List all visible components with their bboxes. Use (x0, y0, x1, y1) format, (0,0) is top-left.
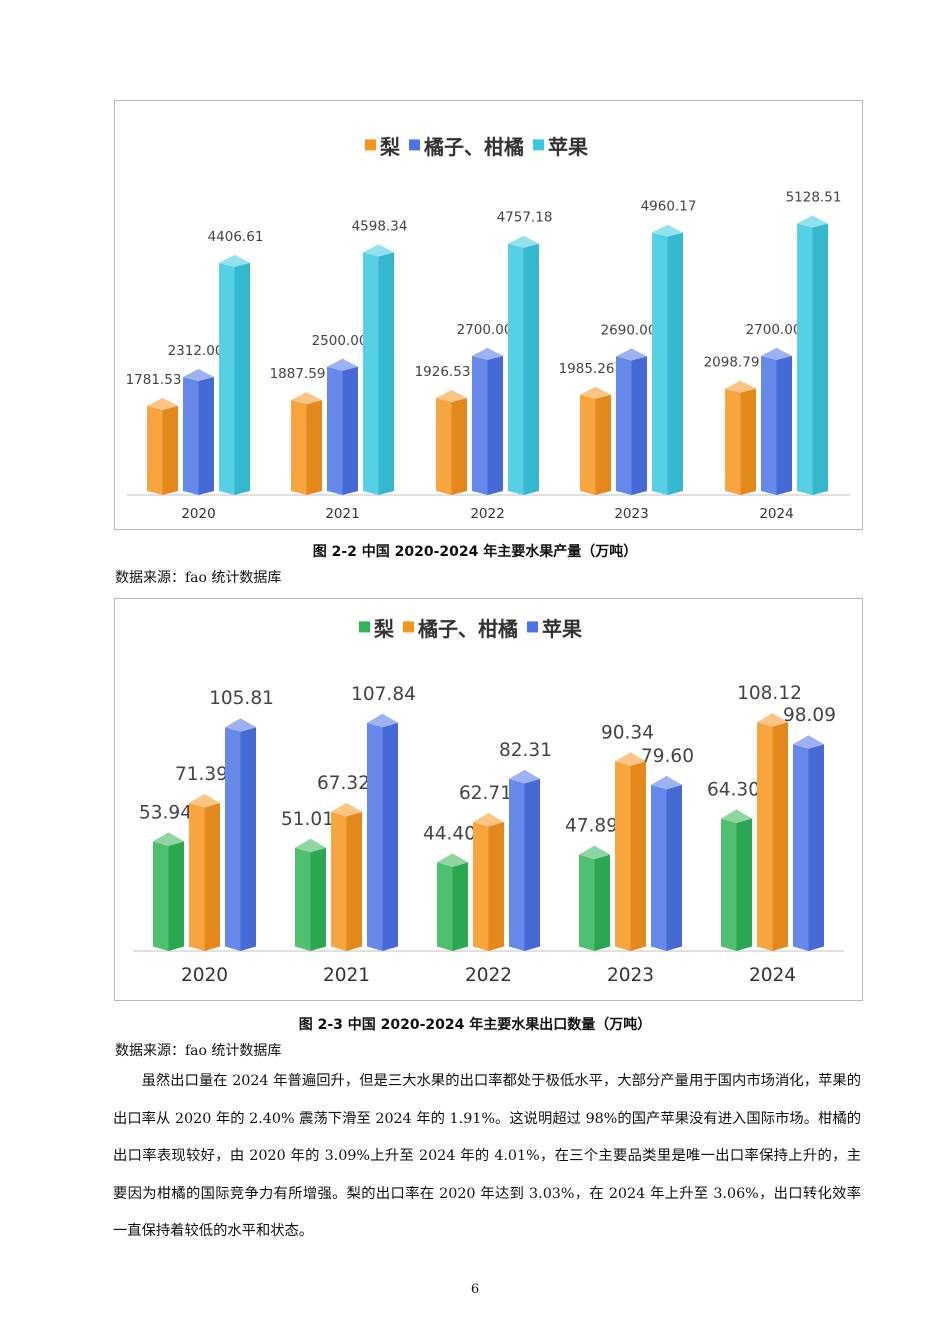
bar (225, 718, 256, 951)
legend-label: 橘子、柑橘 (424, 135, 524, 159)
data-label: 4757.18 (497, 210, 553, 226)
page-number: 6 (470, 1282, 480, 1297)
bar (509, 769, 540, 951)
data-label: 1781.53 (126, 372, 182, 388)
data-label: 82.31 (499, 740, 552, 761)
legend-label: 梨 (374, 617, 395, 641)
bar (652, 224, 683, 496)
x-tick-label: 2020 (181, 506, 215, 522)
bar (472, 347, 503, 495)
data-label: 108.12 (737, 683, 802, 704)
bar (183, 368, 214, 495)
x-tick-label: 2023 (607, 965, 654, 986)
data-label: 44.40 (423, 823, 476, 844)
x-tick-label: 2022 (465, 965, 512, 986)
data-label: 98.09 (783, 705, 836, 726)
data-label: 64.30 (707, 780, 760, 801)
legend: 梨橘子、柑橘 苹果 (365, 135, 588, 159)
data-label: 1985.26 (559, 361, 615, 377)
bar (327, 358, 358, 495)
bar (291, 392, 322, 495)
data-label: 107.84 (351, 684, 416, 705)
bar (651, 775, 682, 951)
chart-export: 梨橘子、柑橘 苹果 53.94 71.39 105.81 2020 51.01 67.32 10… (114, 598, 863, 1001)
chart-production: 梨橘子、柑橘 苹果 1781.53 2312.00 4406.61 2020 1887.59… (114, 100, 863, 530)
legend-label: 梨 (380, 135, 401, 159)
data-label: 79.60 (641, 746, 694, 767)
data-label: 71.39 (175, 764, 228, 785)
bar (721, 809, 752, 951)
bar (615, 752, 646, 951)
x-tick-label: 2023 (614, 506, 648, 522)
bar (295, 838, 326, 951)
bar (508, 235, 539, 495)
data-label: 67.32 (317, 773, 370, 794)
legend-swatch (409, 139, 420, 151)
bar (153, 832, 184, 951)
data-label: 53.94 (139, 802, 192, 823)
data-label: 2098.79 (704, 355, 760, 371)
bar (580, 386, 611, 495)
bar (725, 380, 756, 495)
x-tick-label: 2021 (325, 506, 359, 522)
data-label: 2700.00 (746, 322, 802, 338)
body-paragraph: 虽然出口量在 2024 年普遍回升，但是三大水果的出口率都处于极低水平，大部分产… (113, 1073, 861, 1239)
data-label: 4406.61 (208, 229, 264, 245)
bar (331, 802, 362, 951)
legend-swatch (527, 621, 538, 633)
data-label: 51.01 (281, 809, 334, 830)
bar (219, 254, 250, 495)
bar (189, 793, 220, 951)
x-tick-label: 2024 (759, 506, 793, 522)
data-label: 62.71 (459, 783, 512, 804)
data-label: 47.89 (565, 816, 618, 837)
x-tick-label: 2022 (470, 506, 504, 522)
data-source-production: 数据来源：fao 统计数据库 (115, 570, 282, 586)
chart-export-svg: 梨橘子、柑橘 苹果 53.94 71.39 105.81 2020 51.01 67.32 10… (133, 617, 844, 986)
legend-swatch (403, 621, 414, 633)
legend-label: 苹果 (548, 135, 588, 159)
legend-label: 苹果 (542, 617, 582, 641)
chart-production-svg: 梨橘子、柑橘 苹果 1781.53 2312.00 4406.61 2020 1887.59… (126, 135, 850, 522)
legend: 梨橘子、柑橘 苹果 (359, 617, 582, 641)
data-label: 90.34 (601, 722, 654, 743)
figure-caption-production: 图 2-2 中国 2020-2024 年主要水果产量（万吨） (312, 544, 638, 560)
bar (147, 397, 178, 495)
legend-swatch (359, 621, 370, 633)
data-label: 105.81 (209, 688, 274, 709)
legend-swatch (533, 139, 544, 151)
x-tick-label: 2021 (323, 965, 370, 986)
bar (793, 735, 824, 951)
data-label: 4960.17 (641, 199, 697, 215)
bar (437, 853, 468, 951)
data-label: 5128.51 (786, 189, 842, 205)
x-tick-label: 2020 (181, 965, 228, 986)
x-tick-label: 2024 (749, 965, 796, 986)
legend-label: 橘子、柑橘 (418, 617, 518, 641)
data-label: 2312.00 (168, 343, 224, 359)
bar (761, 347, 792, 495)
bar (367, 713, 398, 951)
bar (473, 813, 504, 951)
figure-caption-export: 图 2-3 中国 2020-2024 年主要水果出口数量（万吨） (298, 1017, 652, 1033)
data-label: 2700.00 (457, 322, 513, 338)
data-label: 2690.00 (601, 322, 657, 338)
data-label: 2500.00 (312, 333, 368, 349)
bar (363, 244, 394, 495)
bar (436, 390, 467, 495)
data-label: 1926.53 (415, 364, 471, 380)
bar (757, 713, 788, 951)
data-label: 4598.34 (352, 218, 408, 234)
bar (616, 348, 647, 495)
data-source-export: 数据来源：fao 统计数据库 (115, 1043, 282, 1059)
legend-swatch (365, 139, 376, 151)
bar (579, 845, 610, 951)
bar (797, 215, 828, 495)
data-label: 1887.59 (270, 366, 326, 382)
